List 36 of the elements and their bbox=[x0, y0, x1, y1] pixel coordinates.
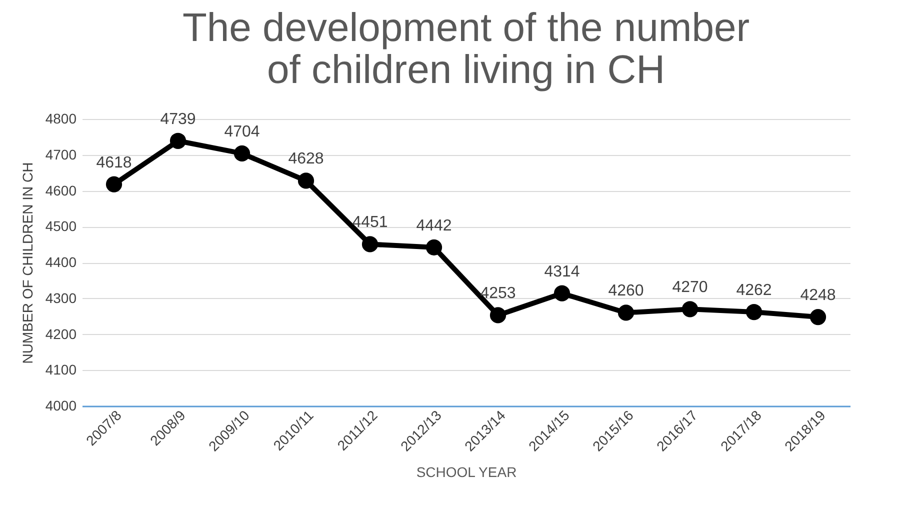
data-label: 4248 bbox=[800, 287, 836, 304]
point bbox=[298, 172, 314, 189]
y-tick-label: 4400 bbox=[45, 254, 77, 270]
data-label: 4262 bbox=[736, 282, 772, 300]
data-label: 4628 bbox=[288, 150, 324, 168]
point bbox=[618, 304, 634, 321]
data-label: 4442 bbox=[416, 217, 452, 234]
y-axis-title: NUMBER OF CHILDREN IN CH bbox=[19, 162, 36, 364]
data-label: 4314 bbox=[544, 263, 580, 280]
point bbox=[234, 145, 250, 162]
point bbox=[682, 301, 698, 318]
point bbox=[490, 307, 506, 324]
y-tick-label: 4700 bbox=[45, 146, 77, 162]
y-tick-label: 4000 bbox=[45, 398, 77, 414]
point bbox=[362, 236, 378, 252]
data-label: 4451 bbox=[352, 214, 388, 232]
data-label: 4270 bbox=[672, 279, 708, 296]
y-tick-label: 4100 bbox=[45, 362, 77, 378]
data-label: 4618 bbox=[96, 154, 132, 172]
data-label: 4253 bbox=[480, 285, 516, 302]
y-tick-label: 4300 bbox=[45, 290, 77, 306]
data-label: 4739 bbox=[160, 110, 196, 128]
chart-title: The development of the number of children living in CH bbox=[182, 6, 750, 92]
y-tick-label: 4500 bbox=[45, 218, 77, 234]
point bbox=[170, 132, 186, 149]
data-label: 4260 bbox=[608, 282, 644, 300]
x-axis-title: SCHOOL YEAR bbox=[416, 464, 517, 480]
point bbox=[810, 308, 826, 326]
point bbox=[426, 239, 442, 256]
y-tick-label: 4800 bbox=[45, 110, 77, 126]
y-tick-label: 4600 bbox=[45, 182, 77, 198]
point bbox=[746, 304, 762, 320]
data-label: 4704 bbox=[224, 123, 260, 140]
y-tick-label: 4200 bbox=[45, 326, 77, 342]
point bbox=[106, 176, 122, 192]
point bbox=[554, 285, 570, 302]
